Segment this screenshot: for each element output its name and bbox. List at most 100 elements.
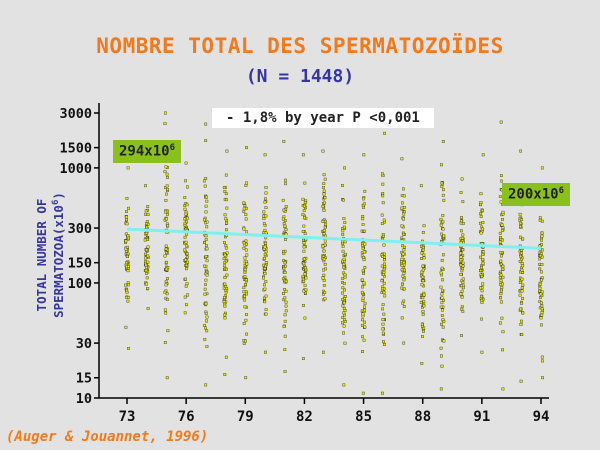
data-point: [400, 316, 404, 320]
data-point: [540, 278, 544, 282]
data-point: [381, 331, 385, 335]
data-point: [521, 297, 525, 300]
data-point: [540, 313, 544, 317]
data-point: [401, 201, 404, 205]
data-point: [165, 175, 169, 179]
data-point: [381, 194, 385, 198]
data-point: [144, 184, 147, 188]
data-point: [500, 286, 504, 289]
data-point: [480, 295, 483, 298]
end-value-label: 200x106: [502, 183, 570, 206]
data-point: [520, 289, 524, 293]
data-point: [343, 318, 346, 321]
data-point: [343, 275, 347, 279]
data-point: [500, 223, 504, 227]
data-point: [205, 259, 209, 263]
data-point: [225, 206, 229, 210]
data-point: [323, 297, 327, 301]
data-point: [322, 273, 326, 277]
data-point: [459, 263, 463, 267]
data-point: [441, 213, 445, 217]
data-point: [264, 250, 268, 254]
data-point: [498, 231, 502, 235]
data-point: [301, 153, 305, 157]
data-point: [244, 376, 248, 380]
data-point: [165, 267, 168, 271]
x-tick-label: 94: [533, 409, 550, 425]
data-point: [440, 296, 444, 300]
data-point: [461, 236, 464, 240]
data-point: [224, 289, 228, 292]
data-point: [520, 251, 523, 255]
data-point: [342, 217, 346, 220]
data-point: [538, 218, 542, 222]
data-point: [459, 258, 463, 262]
data-point: [363, 325, 367, 329]
y-tick-label: 150: [68, 256, 92, 272]
data-point: [184, 267, 188, 271]
data-point: [302, 241, 306, 245]
data-point: [521, 237, 525, 241]
data-point: [400, 264, 404, 267]
data-point: [164, 198, 168, 202]
data-point: [400, 157, 404, 161]
data-point: [202, 179, 206, 183]
data-point: [439, 346, 443, 350]
data-point: [324, 219, 327, 223]
data-point: [382, 270, 386, 274]
data-point: [540, 270, 543, 274]
data-point: [499, 321, 502, 325]
data-point: [303, 181, 307, 185]
data-point: [323, 291, 327, 294]
data-point: [242, 207, 246, 211]
data-point: [223, 282, 227, 286]
data-point: [284, 228, 288, 231]
data-point: [205, 315, 209, 319]
data-point: [321, 220, 325, 223]
data-point: [321, 204, 325, 208]
data-point: [402, 194, 406, 198]
data-point: [244, 313, 248, 316]
data-point: [264, 241, 267, 245]
data-point: [363, 301, 367, 305]
data-point: [402, 341, 406, 345]
data-point: [127, 347, 130, 350]
data-point: [518, 281, 522, 284]
data-point: [343, 166, 346, 170]
data-point: [184, 212, 188, 216]
data-point: [302, 304, 305, 307]
data-point: [242, 290, 246, 294]
data-point: [380, 222, 384, 225]
x-tick-label: 85: [355, 409, 372, 425]
data-point: [163, 308, 167, 312]
data-point: [440, 232, 443, 236]
data-point: [501, 387, 505, 391]
data-point: [480, 299, 484, 302]
data-point: [362, 202, 366, 206]
data-point: [205, 273, 209, 277]
data-point: [243, 294, 246, 298]
data-point: [441, 278, 444, 282]
data-point: [480, 317, 483, 321]
data-point: [146, 287, 150, 290]
data-point: [264, 294, 268, 298]
data-point: [341, 316, 345, 319]
data-point: [283, 261, 287, 265]
data-point: [343, 295, 347, 298]
data-point: [361, 324, 364, 327]
data-point: [303, 272, 307, 276]
data-point: [203, 264, 206, 268]
y-tick-label: 10: [76, 391, 92, 407]
data-point: [420, 251, 424, 255]
data-point: [243, 275, 247, 278]
data-point: [124, 247, 128, 251]
data-point: [204, 383, 208, 387]
data-point: [519, 235, 522, 239]
data-point: [223, 276, 227, 279]
data-point: [163, 341, 167, 344]
y-tick-label: 3000: [59, 106, 92, 122]
data-point: [442, 253, 445, 257]
data-point: [501, 264, 505, 268]
data-point: [283, 219, 287, 222]
data-point: [184, 258, 188, 262]
